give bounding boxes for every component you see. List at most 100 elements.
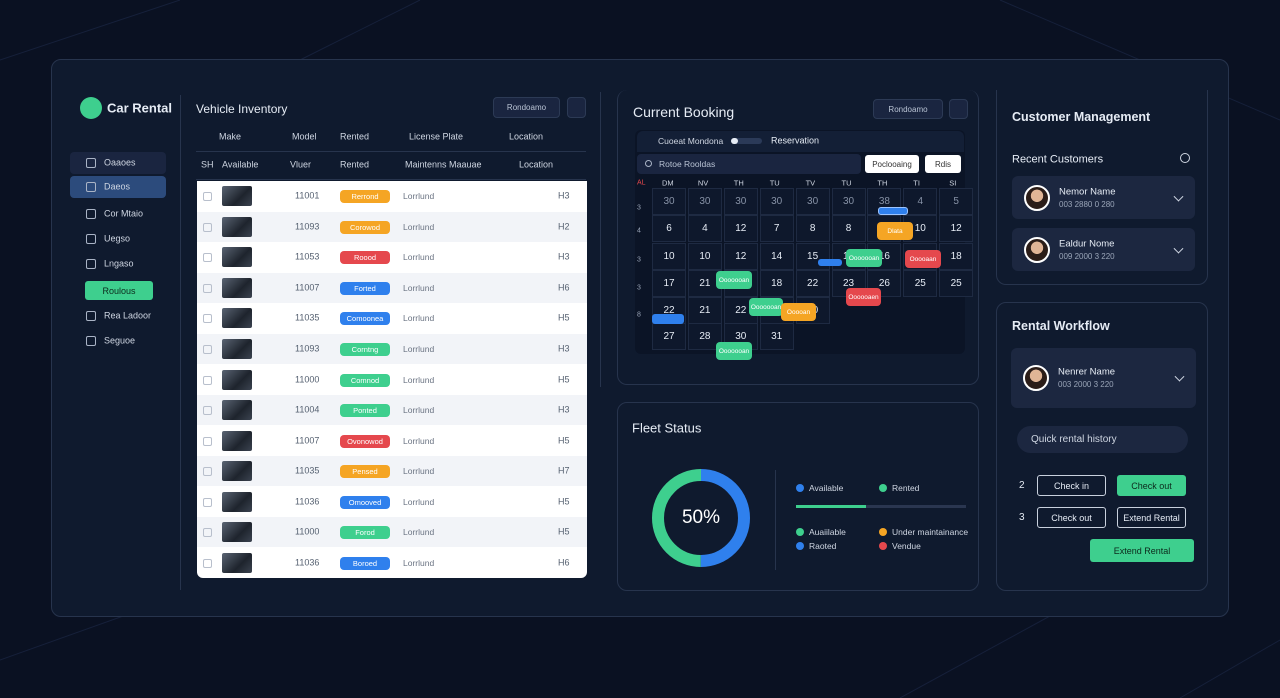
table-row [197,211,587,243]
calendar-event[interactable]: Ooooooan [716,271,752,289]
car-thumbnail [222,277,252,298]
calendar-cell[interactable] [652,243,686,270]
workflow-button[interactable]: Check out [1037,507,1106,528]
workflow-button[interactable]: Check in [1037,475,1106,496]
toggle-knob [731,138,738,144]
search-box[interactable]: Rondoamo [493,97,560,118]
vehicle-code: H6 [558,282,570,293]
row-checkbox[interactable] [203,528,212,538]
row-checkbox[interactable] [203,253,212,263]
calendar-event[interactable]: Ooooooan [749,298,783,316]
search-box[interactable]: Rondoamo [873,99,943,119]
calendar-cell[interactable] [939,188,974,215]
row-checkbox[interactable] [203,467,212,477]
vehicle-code: H3 [558,404,570,415]
calendar-cell[interactable] [939,270,974,297]
calendar-day: 15 [807,251,819,262]
legend-dot [879,484,887,492]
row-checkbox[interactable] [203,375,212,385]
calendar-day: 23 [842,278,855,289]
calendar-cell[interactable] [759,270,794,297]
search-button[interactable] [949,99,968,119]
filter-bar[interactable] [637,154,861,174]
calendar-event[interactable]: Dlata [877,222,913,240]
calendar-cell[interactable] [903,188,938,215]
vehicle-id: 11007 [295,435,320,446]
calendar-cell[interactable] [652,323,686,350]
calendar-button[interactable]: Poclooaing [865,155,919,173]
calendar-event[interactable]: Ooooaan [905,250,941,268]
table-row [197,516,587,548]
calendar-cell[interactable] [831,188,866,215]
calendar-cell[interactable] [723,243,758,270]
row-checkbox[interactable] [203,406,212,416]
column-header: Model [292,131,317,142]
calendar-cell[interactable] [759,215,794,242]
calendar-cell[interactable] [903,270,938,297]
workflow-button[interactable]: Check out [1117,475,1186,496]
calendar-cell[interactable] [759,243,794,270]
event-marker [818,259,842,266]
calendar-event[interactable]: Oooooaen [846,288,881,306]
calendar-day: 30 [663,196,675,207]
week-label: 3 [637,204,641,212]
fleet-title: Fleet Status [632,420,702,436]
nav-item: Seguoe [104,335,136,346]
search-icon[interactable] [1180,153,1190,163]
nav-item: Uegso [104,233,131,244]
calendar-cell[interactable] [795,270,830,297]
row-checkbox[interactable] [203,344,212,354]
calendar-cell[interactable] [759,323,794,350]
status-badge: Ovonowod [340,434,390,448]
workflow-panel [996,302,1208,591]
calendar-cell[interactable] [759,188,794,215]
workflow-button[interactable]: Extend Rental [1117,507,1186,528]
row-checkbox[interactable] [203,192,212,202]
calendar-cell[interactable] [652,215,686,242]
table-row [197,333,587,365]
calendar-cell[interactable] [687,188,722,215]
status-badge: Pensed [340,465,390,479]
vehicle-location: Lorrlund [403,343,435,354]
vehicle-location: Lorrlund [403,221,435,232]
calendar-cell[interactable] [723,188,758,215]
calendar-cell[interactable] [795,188,830,215]
row-checkbox[interactable] [203,436,212,446]
history-button[interactable]: Quick rental history [1017,426,1188,453]
nav-item: Oaaoes [104,157,136,168]
calendar-cell[interactable] [795,215,830,242]
calendar-day: 30 [807,196,819,207]
view-toggle[interactable] [731,138,762,144]
calendar-cell[interactable] [687,243,722,270]
week-label: 4 [637,227,641,235]
calendar-cell[interactable] [687,215,722,242]
vehicle-id: 11053 [295,251,320,262]
row-checkbox[interactable] [203,497,212,507]
weekday: NV [697,178,709,188]
nav-icon [86,209,96,219]
row-checkbox[interactable] [203,314,212,324]
calendar-cell[interactable] [723,215,758,242]
row-checkbox[interactable] [203,222,212,232]
row-checkbox[interactable] [203,558,212,568]
legend-dot [796,528,804,536]
nav-button[interactable]: Roulous [85,281,153,300]
calendar-cell[interactable] [831,215,866,242]
calendar-event[interactable]: Ooooan [781,303,816,321]
calendar-cell[interactable] [867,270,902,297]
calendar-cell[interactable] [652,270,686,297]
primary-button[interactable]: Extend Rental [1090,539,1194,562]
calendar-event[interactable]: Ooooooan [846,249,882,267]
car-thumbnail [222,491,252,512]
weekday: TI [913,178,920,188]
week-label: AL [637,179,646,187]
calendar-event[interactable]: Ooooooan [716,342,752,360]
calendar-cell[interactable] [652,188,686,215]
table-row [197,394,587,426]
calendar-button[interactable]: Rdis [925,155,961,173]
search-button[interactable] [567,97,586,118]
car-thumbnail [222,552,252,573]
row-checkbox[interactable] [203,283,212,293]
customer-subtitle: Recent Customers [1012,153,1104,166]
calendar-cell[interactable] [939,215,974,242]
